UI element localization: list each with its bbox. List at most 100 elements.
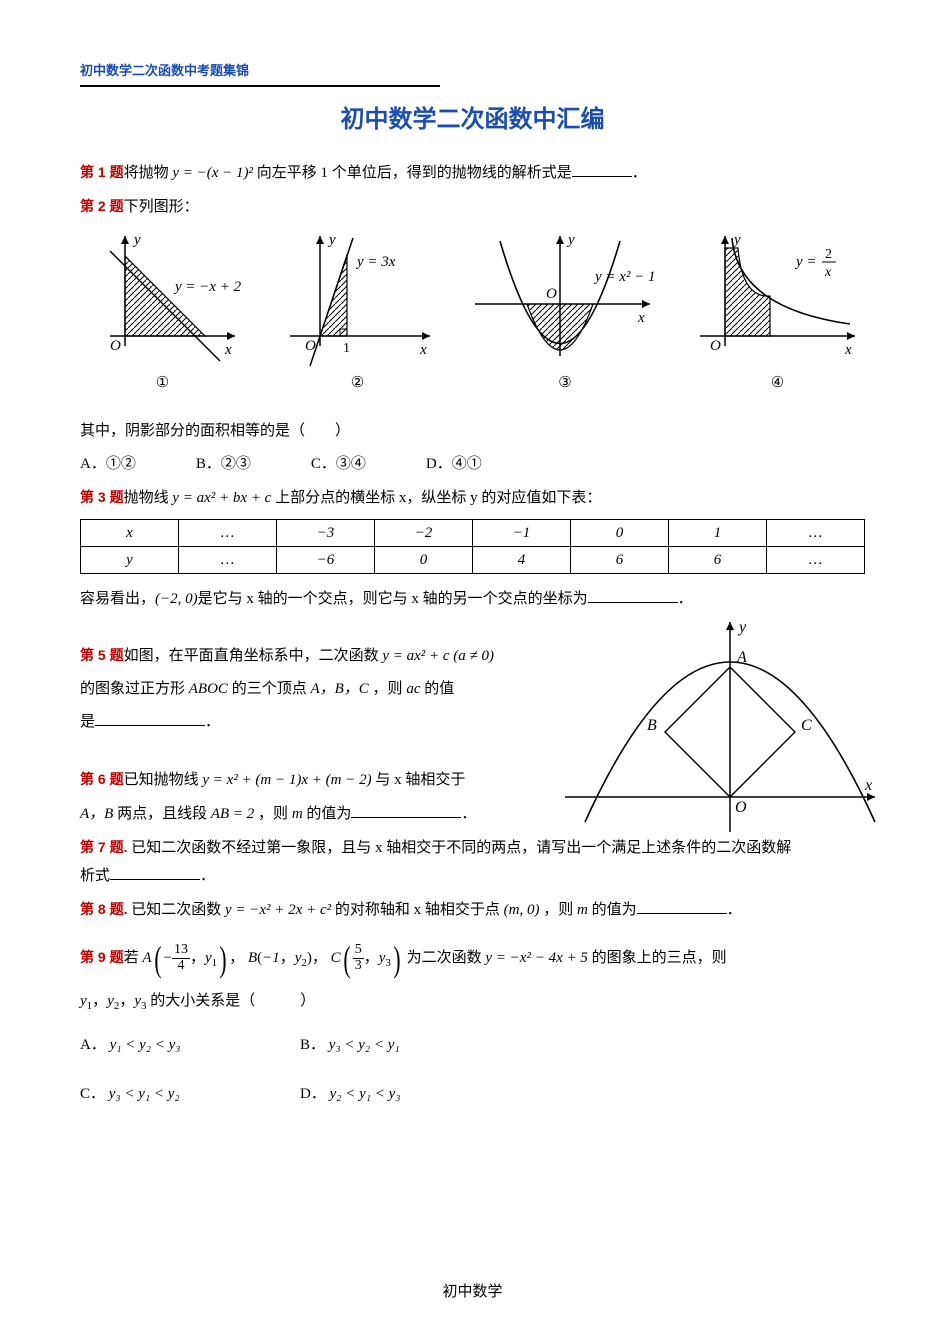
q5-A: A — [736, 649, 747, 666]
q8-period: ． — [727, 902, 742, 918]
q3-period: ． — [678, 591, 693, 607]
q9-A-num: 13 — [172, 943, 190, 959]
q2-options: A．①② B．②③ C．③④ D．④① — [80, 452, 865, 473]
header-rule — [80, 85, 440, 87]
q3-y-7: … — [767, 547, 865, 574]
q1: 第 1 题将抛物 y = −(x − 1)² 向左平移 1 个单位后，得到的抛物… — [80, 158, 865, 188]
q3-y-3: 0 — [375, 547, 473, 574]
q9-l2: y1，y2，y3 的大小关系是（ ） — [80, 986, 865, 1017]
q6-blank — [351, 802, 461, 818]
q8-before: 已知二次函数 — [131, 902, 221, 918]
svg-text:1: 1 — [343, 341, 350, 356]
q6-label: 第 6 题 — [80, 771, 124, 787]
q2-fig2-svg: y = 3x O 1 x y — [275, 226, 440, 366]
q9-label: 第 9 题 — [80, 949, 124, 965]
q5-l2c: 的三个顶点 — [232, 681, 307, 697]
q5-blank — [95, 710, 205, 726]
q5-l2b: ABOC — [189, 681, 228, 697]
q3-y-h: y — [81, 547, 179, 574]
q8-blank — [637, 898, 727, 914]
q3-expr: y = ax² + bx + c — [172, 490, 271, 506]
q9-options: A． y₁ < y₂ < y₃ B． y₃ < y₂ < y₁ C． y₃ < … — [80, 1033, 865, 1103]
svg-text:x: x — [224, 342, 232, 358]
q6-l2a: A，B — [80, 806, 113, 822]
q2-fig4: y = 2 x O x y ④ — [690, 226, 865, 392]
q3-y-1: … — [179, 547, 277, 574]
q2-fig3-eq: y = x² − 1 — [593, 269, 656, 285]
q1-expr: y = −(x − 1)² — [172, 165, 253, 181]
q2-fig4-circ: ④ — [690, 373, 865, 392]
q3-y-2: −6 — [277, 547, 375, 574]
q5-figure: A B C O x y — [555, 612, 885, 847]
q9-Bx: −1 — [262, 950, 280, 966]
q3-y-5: 6 — [571, 547, 669, 574]
q3-y-4: 4 — [473, 547, 571, 574]
q2-fig1-circ: ① — [80, 373, 245, 392]
q9-C-den: 3 — [353, 959, 364, 974]
q2-intro: 第 2 题下列图形： — [80, 192, 865, 222]
q6-l2b: 两点，且线段 — [117, 806, 207, 822]
q5-l2e: ，则 — [373, 681, 403, 697]
q9-optA: A． y₁ < y₂ < y₃ — [80, 1033, 300, 1054]
q8-var: m — [577, 902, 588, 918]
svg-text:y: y — [566, 232, 575, 248]
q2-intro-text: 下列图形： — [124, 199, 199, 215]
q3-table: x … −3 −2 −1 0 1 … y … −6 0 4 6 6 … — [80, 519, 865, 574]
q3-x-5: 0 — [571, 520, 669, 547]
q5-C: C — [801, 717, 812, 734]
q3: 第 3 题抛物线 y = ax² + bx + c 上部分点的横坐标 x，纵坐标… — [80, 483, 865, 513]
q8-pt: (m, 0) — [504, 902, 540, 918]
q9-pre: 若 — [124, 950, 139, 966]
q7-l2: 析式． — [80, 861, 865, 891]
q3-conc-before: 容易看出， — [80, 591, 155, 607]
q1-text-after: 向左平移 1 个单位后，得到的抛物线的解析式是 — [257, 165, 572, 181]
q5-l3: 是 — [80, 714, 95, 730]
q1-period: ． — [632, 165, 647, 181]
q2-optA: A．①② — [80, 452, 136, 473]
q8-end: 的值为 — [592, 902, 637, 918]
q2-optB: B．②③ — [196, 452, 251, 473]
q5-l1b: y = ax² + c (a ≠ 0) — [382, 648, 494, 664]
q2-fig2-circ: ② — [275, 373, 440, 392]
running-header: 初中数学二次函数中考题集锦 — [80, 60, 865, 79]
q9-mid: 为二次函数 — [407, 950, 482, 966]
q9-optB: B． y₃ < y₂ < y₁ — [300, 1033, 520, 1054]
q9-optD: D． y₂ < y₁ < y₃ — [300, 1082, 520, 1103]
svg-text:y =: y = — [794, 254, 817, 270]
q5-B: B — [647, 717, 657, 734]
q1-text-before: 将抛物 — [124, 165, 169, 181]
q3-conc-mid: 是它与 x 轴的一个交点，则它与 x 轴的另一个交点的坐标为 — [198, 591, 588, 607]
q3-before: 抛物线 — [124, 490, 169, 506]
q2-fig4-den: x — [824, 265, 832, 280]
q6-l1: 第 6 题已知抛物线 y = x² + (m − 1)x + (m − 2) 与… — [80, 765, 550, 795]
q2-fig4-num: 2 — [825, 247, 832, 262]
q3-label: 第 3 题 — [80, 489, 124, 505]
svg-text:O: O — [305, 338, 316, 354]
q5-wrap: 第 5 题如图，在平面直角坐标系中，二次函数 y = ax² + c (a ≠ … — [80, 642, 865, 795]
svg-text:x: x — [637, 310, 645, 326]
q2-fig3-circ: ③ — [470, 373, 660, 392]
q2-fig1-svg: y = −x + 2 O x y — [80, 226, 245, 366]
svg-text:O: O — [710, 338, 721, 354]
q6-l2e: m — [292, 806, 303, 822]
q7-label: 第 7 题. — [80, 839, 127, 855]
q3-after: 上部分点的横坐标 x，纵坐标 y 的对应值如下表： — [275, 490, 601, 506]
q6-expr: y = x² + (m − 1)x + (m − 2) — [202, 772, 371, 788]
q2-figures-row: y = −x + 2 O x y ① y = 3x O 1 x — [80, 226, 865, 392]
q3-x-h: x — [81, 520, 179, 547]
q2-question: 其中，阴影部分的面积相等的是（ ） — [80, 416, 865, 446]
q1-blank — [572, 161, 632, 177]
q5-x: x — [864, 777, 872, 794]
svg-text:O: O — [546, 286, 557, 302]
q2-optD: D．④① — [426, 452, 482, 473]
q7-period: ． — [200, 868, 215, 884]
q5-label: 第 5 题 — [80, 647, 124, 663]
page: 初中数学二次函数中考题集锦 初中数学二次函数中汇编 第 1 题将抛物 y = −… — [0, 0, 945, 1337]
q6-before: 已知抛物线 — [124, 772, 199, 788]
q5-l2d: A，B，C — [310, 681, 368, 697]
q8: 第 8 题. 已知二次函数 y = −x² + 2x + c² 的对称轴和 x … — [80, 895, 865, 925]
q3-x-4: −1 — [473, 520, 571, 547]
q9-l1: 第 9 题若 A(−134，y1)， B(−1，y2)， C(53，y3) 为二… — [80, 939, 865, 978]
page-title: 初中数学二次函数中汇编 — [80, 99, 865, 134]
q2-fig4-pre: y = — [794, 254, 817, 270]
